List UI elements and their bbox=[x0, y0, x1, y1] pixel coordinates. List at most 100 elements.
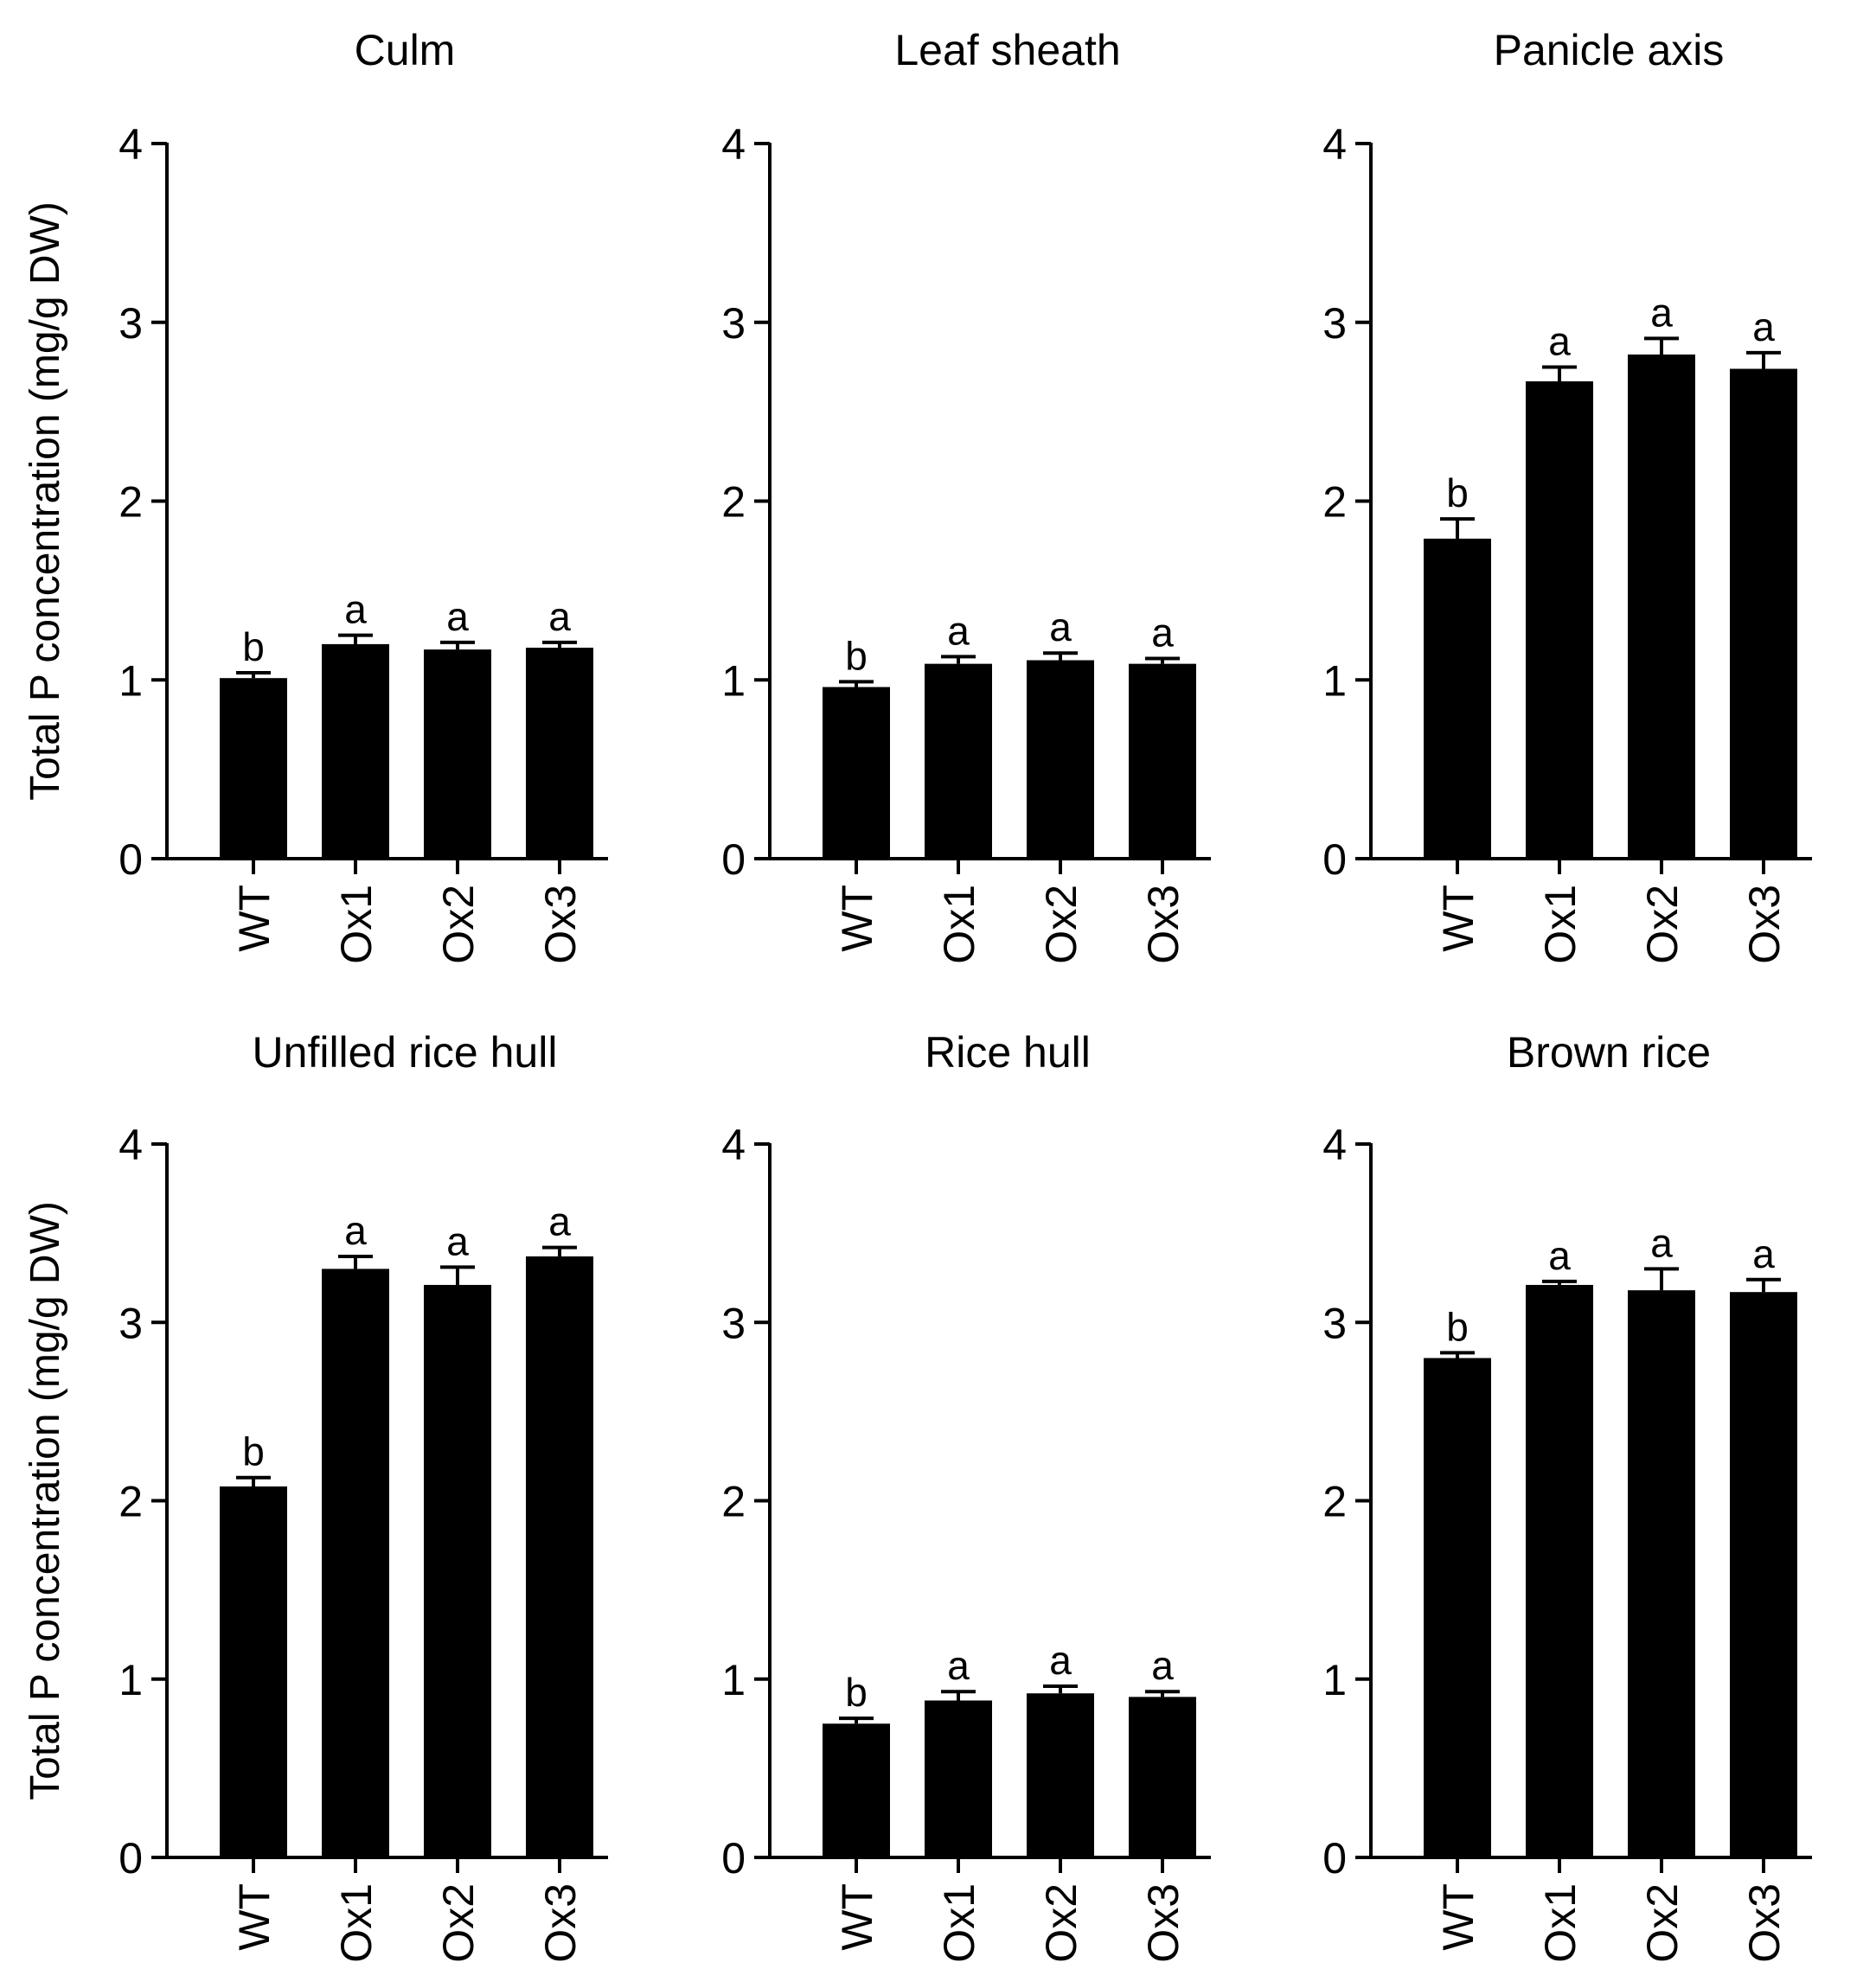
panel-title: Brown rice bbox=[1507, 1028, 1711, 1077]
bar-ox3 bbox=[526, 1256, 593, 1857]
y-axis-label: Total P concentration (mg/g DW) bbox=[22, 201, 68, 801]
y-tick-label: 0 bbox=[1322, 835, 1347, 884]
panel-title: Panicle axis bbox=[1494, 26, 1725, 74]
y-tick-label: 1 bbox=[1322, 1656, 1347, 1704]
y-axis-label: Total P concentration (mg/g DW) bbox=[22, 1201, 68, 1800]
significance-label: a bbox=[548, 594, 571, 639]
x-tick-label: Ox2 bbox=[434, 1883, 483, 1963]
chart-panel-5: Rice hull 0 1 2 3 4 b WT a Ox1 a Ox2 a Ox3 bbox=[721, 1028, 1211, 1963]
significance-label: a bbox=[1752, 304, 1775, 349]
significance-label: a bbox=[947, 1643, 970, 1688]
significance-label: a bbox=[446, 1218, 469, 1263]
y-tick-label: 4 bbox=[118, 120, 143, 169]
y-tick-label: 0 bbox=[721, 835, 746, 884]
significance-label: b bbox=[1446, 470, 1469, 515]
x-tick-label: Ox3 bbox=[536, 885, 585, 964]
x-tick-label: Ox3 bbox=[1740, 885, 1789, 964]
x-tick-label: WT bbox=[1434, 1883, 1482, 1951]
significance-label: b bbox=[1446, 1304, 1469, 1349]
x-tick-label: WT bbox=[1434, 885, 1482, 952]
bar-ox2 bbox=[1628, 354, 1695, 860]
panel-title: Culm bbox=[355, 26, 456, 74]
x-tick-label: Ox2 bbox=[1638, 885, 1687, 964]
y-tick-label: 2 bbox=[1322, 1478, 1347, 1526]
x-tick-label: Ox1 bbox=[1536, 885, 1585, 964]
y-tick-label: 2 bbox=[118, 1478, 143, 1526]
significance-label: a bbox=[1151, 610, 1174, 655]
bar-ox3 bbox=[1730, 368, 1797, 859]
x-tick-label: Ox2 bbox=[434, 885, 483, 964]
x-tick-label: Ox2 bbox=[1037, 885, 1085, 964]
significance-label: a bbox=[1650, 1220, 1673, 1265]
bar-wt bbox=[1424, 538, 1491, 859]
y-tick-label: 1 bbox=[721, 656, 746, 705]
x-tick-label: Ox3 bbox=[1139, 1883, 1188, 1963]
y-tick-label: 2 bbox=[1322, 478, 1347, 527]
x-tick-label: WT bbox=[230, 1883, 279, 1951]
bar-ox2 bbox=[424, 649, 491, 859]
bar-ox3 bbox=[1730, 1292, 1797, 1857]
x-tick-label: WT bbox=[833, 885, 881, 952]
bar-ox2 bbox=[1027, 660, 1094, 859]
bar-ox2 bbox=[1628, 1290, 1695, 1857]
chart-panel-6: Brown rice 0 1 2 3 4 b WT a Ox1 a Ox2 a Ox3 bbox=[1322, 1028, 1812, 1963]
x-tick-label: Ox2 bbox=[1037, 1883, 1085, 1963]
y-tick-label: 0 bbox=[1322, 1834, 1347, 1883]
bar-ox3 bbox=[1129, 663, 1196, 859]
significance-label: a bbox=[1548, 1233, 1571, 1278]
x-tick-label: Ox3 bbox=[536, 1883, 585, 1963]
y-tick-label: 0 bbox=[721, 1834, 746, 1883]
y-tick-label: 3 bbox=[721, 1299, 746, 1347]
significance-label: a bbox=[1752, 1231, 1775, 1276]
bar-ox1 bbox=[925, 663, 992, 859]
y-tick-label: 1 bbox=[721, 1656, 746, 1704]
x-tick-label: Ox1 bbox=[935, 885, 983, 964]
y-tick-label: 3 bbox=[118, 1299, 143, 1347]
bar-ox1 bbox=[1526, 380, 1593, 859]
significance-label: a bbox=[548, 1199, 571, 1244]
panel-title: Unfilled rice hull bbox=[253, 1028, 558, 1077]
significance-label: b bbox=[242, 1429, 265, 1474]
x-tick-label: WT bbox=[230, 885, 279, 952]
significance-label: a bbox=[1650, 290, 1673, 335]
y-tick-label: 3 bbox=[118, 299, 143, 348]
y-tick-label: 3 bbox=[1322, 299, 1347, 348]
x-tick-label: Ox1 bbox=[1536, 1883, 1585, 1963]
x-tick-label: Ox1 bbox=[332, 1883, 381, 1963]
chart-panel-2: Leaf sheath 0 1 2 3 4 b WT a Ox1 a Ox2 a Ox3 bbox=[721, 26, 1211, 964]
bar-ox2 bbox=[1027, 1693, 1094, 1857]
y-tick-label: 3 bbox=[1322, 1299, 1347, 1347]
significance-label: a bbox=[1049, 604, 1072, 649]
chart-panel-1: Culm 0 1 2 3 4 Total P concentration (mg/g DW)… bbox=[22, 26, 608, 964]
x-tick-label: WT bbox=[833, 1883, 881, 1951]
y-tick-label: 1 bbox=[118, 1656, 143, 1704]
bar-ox3 bbox=[526, 648, 593, 859]
x-tick-label: Ox3 bbox=[1139, 885, 1188, 964]
bar-ox1 bbox=[322, 643, 389, 859]
significance-label: a bbox=[1049, 1638, 1072, 1683]
y-tick-label: 2 bbox=[721, 1478, 746, 1526]
panel-title: Rice hull bbox=[925, 1028, 1091, 1077]
bar-wt bbox=[823, 1723, 890, 1857]
significance-label: b bbox=[845, 633, 868, 678]
y-tick-label: 4 bbox=[721, 1121, 746, 1169]
x-tick-label: Ox1 bbox=[332, 885, 381, 964]
bar-ox3 bbox=[1129, 1697, 1196, 1857]
significance-label: a bbox=[1151, 1643, 1174, 1688]
y-tick-label: 4 bbox=[721, 120, 746, 169]
chart-panel-3: Panicle axis 0 1 2 3 4 b WT a Ox1 a Ox2 a Ox3 bbox=[1322, 26, 1812, 964]
bar-ox2 bbox=[424, 1284, 491, 1857]
significance-label: a bbox=[1548, 318, 1571, 363]
y-tick-label: 4 bbox=[1322, 120, 1347, 169]
x-tick-label: Ox2 bbox=[1638, 1883, 1687, 1963]
significance-label: a bbox=[344, 1208, 367, 1253]
bar-wt bbox=[220, 1486, 287, 1857]
x-tick-label: Ox3 bbox=[1740, 1883, 1789, 1963]
significance-label: a bbox=[344, 587, 367, 632]
panel-title: Leaf sheath bbox=[894, 26, 1120, 74]
bar-wt bbox=[823, 687, 890, 859]
y-tick-label: 4 bbox=[118, 1121, 143, 1169]
bar-ox1 bbox=[1526, 1284, 1593, 1857]
y-tick-label: 1 bbox=[1322, 656, 1347, 705]
